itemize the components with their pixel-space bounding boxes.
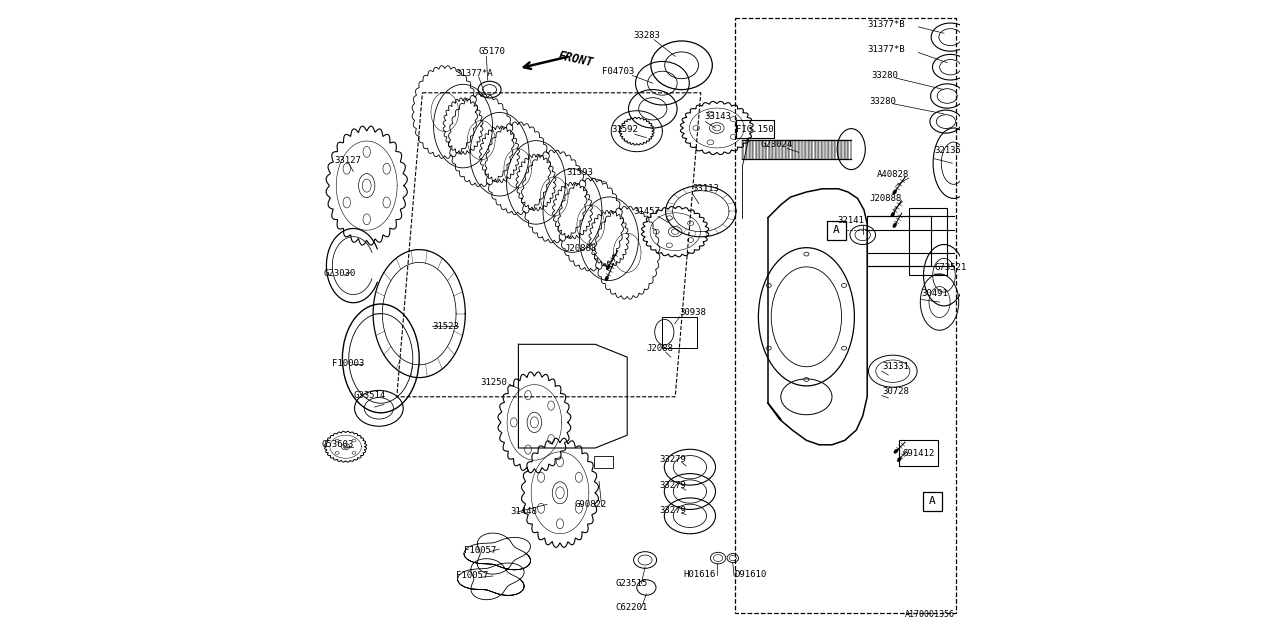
Text: 31250: 31250 [480,378,507,387]
Text: 32141: 32141 [837,216,864,225]
Text: FRONT: FRONT [557,49,594,69]
Text: 31377*B: 31377*B [868,45,905,54]
Text: 33279: 33279 [659,481,686,490]
Text: H01616: H01616 [684,570,716,579]
Ellipse shape [556,487,564,499]
Bar [736,120,774,138]
Ellipse shape [607,265,609,270]
Text: 33143: 33143 [704,112,731,121]
Text: FIG.150: FIG.150 [736,125,774,134]
Text: G23024: G23024 [760,140,792,148]
Text: 31377*A: 31377*A [456,69,493,78]
Text: 30491: 30491 [922,289,948,298]
Text: 31523: 31523 [433,322,458,331]
Text: 32135: 32135 [934,146,961,155]
Text: F10057: F10057 [465,546,497,555]
Text: D91610: D91610 [735,570,767,579]
Text: 31331: 31331 [882,362,909,371]
Text: 33280: 33280 [869,97,896,106]
Text: G23030: G23030 [323,269,356,278]
Text: 33127: 33127 [334,156,361,164]
Text: 33283: 33283 [634,31,660,40]
Text: G53603: G53603 [321,440,353,449]
Text: 33279: 33279 [659,506,686,515]
Text: J2088: J2088 [646,344,673,353]
Text: J20888: J20888 [564,244,596,253]
Text: C62201: C62201 [616,604,648,612]
Bar [735,18,955,613]
Bar [827,221,846,240]
Ellipse shape [893,449,899,453]
Ellipse shape [892,189,897,195]
Text: G73521: G73521 [934,263,966,272]
Text: A40828: A40828 [877,170,909,179]
Text: 31592: 31592 [612,125,637,134]
Text: G23515: G23515 [616,579,648,588]
Ellipse shape [713,125,721,131]
Text: F10003: F10003 [332,359,364,368]
Ellipse shape [893,223,896,228]
Ellipse shape [891,212,895,217]
Text: G91412: G91412 [902,449,934,458]
Text: G5170: G5170 [479,47,506,56]
Bar [868,216,932,266]
Text: F04703: F04703 [602,67,634,76]
Text: 33280: 33280 [872,71,899,80]
Text: G33514: G33514 [353,391,385,400]
Ellipse shape [897,458,901,461]
Bar [594,456,613,468]
Ellipse shape [672,229,678,234]
Ellipse shape [605,276,608,281]
Text: 31377*B: 31377*B [868,20,905,29]
Text: G90822: G90822 [575,500,607,509]
Text: 31593: 31593 [566,168,593,177]
Text: F10057: F10057 [456,572,488,580]
Text: J20888: J20888 [869,194,901,203]
Text: A: A [833,225,840,236]
Bar [662,317,698,348]
Text: 30938: 30938 [680,308,707,317]
Bar [909,208,947,275]
Text: 31448: 31448 [511,508,538,516]
Ellipse shape [530,417,539,428]
Ellipse shape [362,179,371,192]
Text: A: A [929,496,936,506]
Bar [923,492,942,511]
Text: 33113: 33113 [692,184,719,193]
Text: 31457: 31457 [634,207,660,216]
Text: A170001356: A170001356 [905,610,955,619]
Text: 33279: 33279 [659,455,686,464]
Ellipse shape [343,445,348,449]
Bar [900,440,938,466]
Text: 30728: 30728 [882,387,909,396]
